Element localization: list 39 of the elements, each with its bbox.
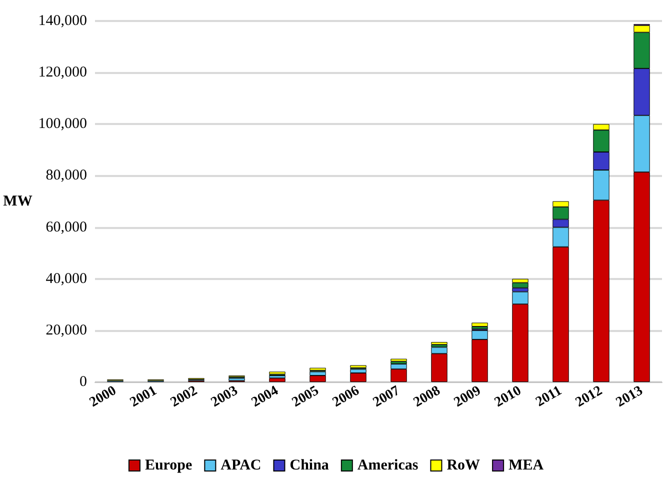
x-tick-label: 2010 [492,384,524,410]
bar [350,372,366,382]
bar [269,378,286,382]
legend-label: APAC [220,458,262,474]
legend-label: Americas [357,458,418,474]
x-tick-label: 2009 [452,384,484,410]
y-tick-label: 120,000 [38,64,87,81]
y-tick-label: 20,000 [46,322,87,338]
y-tick-label: 80,000 [46,168,87,184]
x-tick-label: 2006 [330,384,362,410]
x-tick-label: 2012 [573,384,606,410]
legend-label: China [290,458,330,474]
x-tick-label: 2004 [249,384,282,410]
bar [269,376,286,378]
y-axis-title: MW [3,194,32,210]
x-tick-label: 2008 [411,384,444,410]
y-tick-label: 100,000 [38,116,87,132]
legend-label: RoW [446,458,480,474]
bar [269,372,286,374]
x-tick-label: 2013 [614,384,646,410]
x-tick-label: 2000 [87,384,120,410]
x-tick-label: 2001 [128,384,160,410]
x-tick-label: 2002 [168,384,200,410]
x-tick-label: 2003 [208,384,241,410]
x-tick-label: 2011 [533,384,564,410]
x-tick-label: 2005 [290,384,322,410]
y-tick-label: 140,000 [38,13,87,29]
bar [390,358,407,362]
x-tick-label: 2007 [370,384,403,410]
bar [228,378,245,381]
y-tick-label: 60,000 [46,219,87,236]
bar [310,376,326,382]
y-tick-label: 40,000 [46,270,87,287]
bar [431,342,448,345]
bar [472,322,488,327]
y-tick-label: 0 [80,374,87,390]
legend-label: Europe [144,458,193,474]
legend-label: MEA [508,458,544,474]
bar [512,282,528,288]
